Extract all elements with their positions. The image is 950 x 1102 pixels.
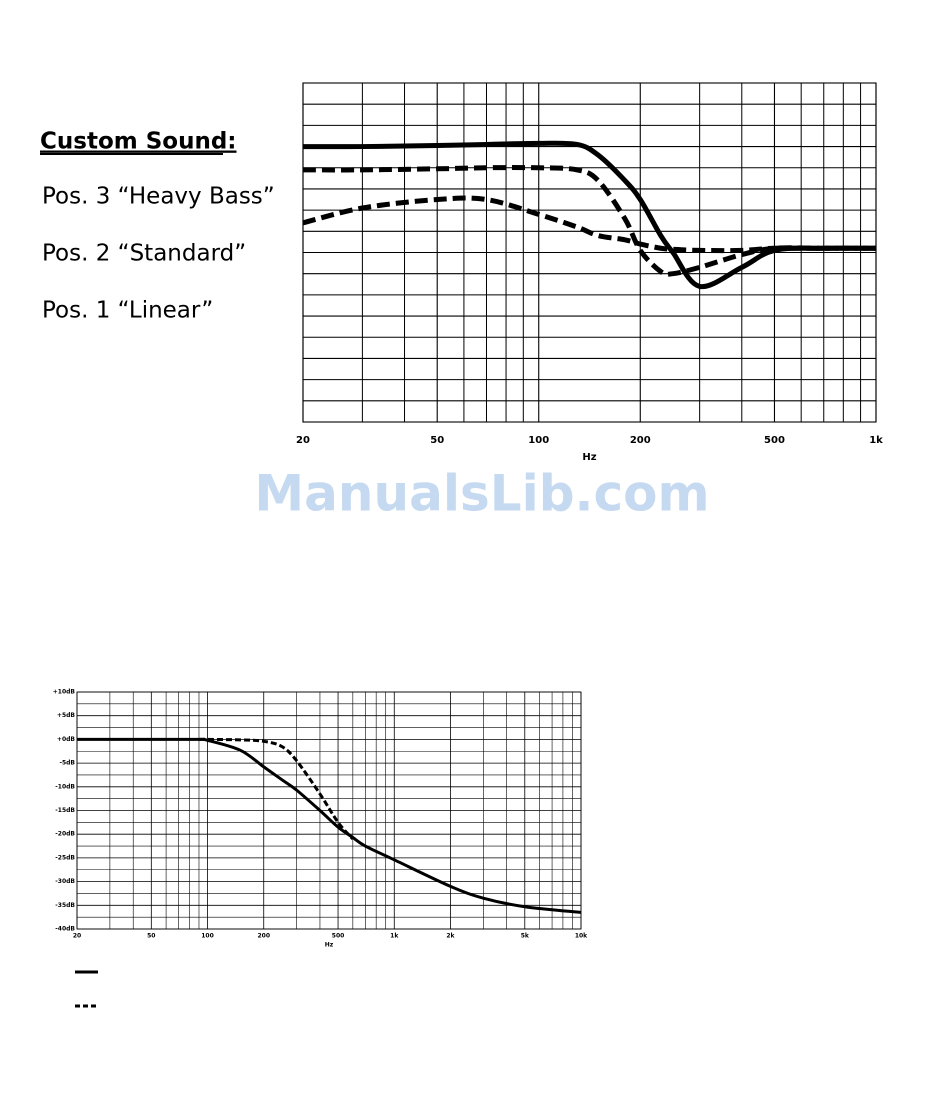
line-series [302,165,876,277]
x-tick-label: 2k [446,933,455,940]
y-tick-label: +5dB [57,712,75,719]
x-tick-label: 20 [296,435,310,446]
x-tick-label: 500 [332,933,345,940]
y-tick-label: -10dB [55,783,75,790]
x-tick-label: 500 [764,435,785,446]
y-tick-label: -30dB [55,878,75,885]
line-series [77,737,582,914]
x-tick-label: 200 [257,933,270,940]
line-series [198,737,354,840]
x-tick-label: 100 [201,933,214,940]
y-tick-label: -20dB [55,831,75,838]
x-tick-label: 50 [430,435,444,446]
x-tick-label: 50 [147,933,155,940]
plot-frame [302,82,877,423]
plot-frame [76,691,582,930]
line-series [302,140,877,290]
y-tick-label: -5dB [59,760,75,767]
x-tick-label: 100 [528,435,549,446]
x-tick-label: 1k [869,435,883,446]
position-label: Pos. 1 “Linear” [42,298,213,324]
x-tick-label: 10k [575,933,588,940]
position-label: Pos. 3 “Heavy Bass” [42,184,275,210]
x-axis-label: Hz [325,942,334,949]
y-tick-label: -35dB [55,902,75,909]
x-tick-label: 20 [73,933,81,940]
y-tick-label: +0dB [57,736,75,743]
heading: Custom Sound: [40,129,237,155]
watermark: ManualsLib.com [254,465,709,523]
x-tick-label: 1k [390,933,399,940]
position-label: Pos. 2 “Standard” [42,241,246,267]
line-series [302,195,876,254]
y-tick-label: -25dB [55,854,75,861]
x-axis-label: Hz [582,452,596,463]
x-tick-label: 200 [630,435,651,446]
y-tick-label: -15dB [55,807,75,814]
y-tick-label: +10dB [53,689,76,696]
y-tick-label: -40dB [55,926,75,933]
x-tick-label: 5k [521,933,530,940]
